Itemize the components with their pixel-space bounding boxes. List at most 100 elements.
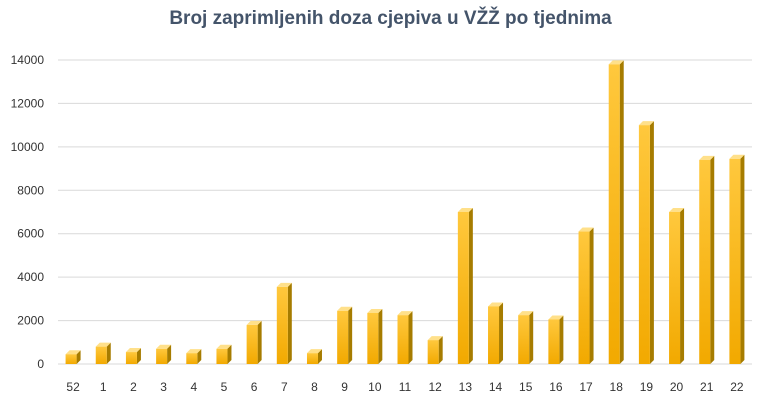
x-tick-label: 8: [311, 380, 318, 394]
bar: [669, 208, 685, 364]
bars: [65, 60, 745, 365]
bar: [65, 350, 81, 364]
bar-top: [427, 336, 443, 341]
bar-front: [548, 319, 560, 364]
bar-side: [740, 154, 745, 364]
y-tick-label: 12000: [11, 96, 45, 110]
bar-top: [125, 348, 141, 353]
bar-top: [246, 320, 262, 325]
bar: [246, 320, 262, 364]
x-tick-label: 15: [519, 380, 533, 394]
bar-side: [227, 344, 232, 364]
bar: [548, 315, 564, 364]
x-tick-label: 22: [730, 380, 744, 394]
bar: [488, 302, 504, 364]
bar-side: [257, 320, 262, 364]
bar-top: [367, 308, 383, 313]
bar-front: [156, 348, 168, 364]
chart-title: Broj zaprimljenih doza cjepiva u VŽŽ po …: [169, 8, 612, 29]
bar-top: [608, 60, 624, 65]
x-tick-label: 17: [579, 380, 593, 394]
x-tick-label: 2: [130, 380, 137, 394]
bar: [337, 306, 353, 364]
bar-front: [578, 231, 590, 364]
bar-side: [559, 315, 564, 364]
x-tick-label: 3: [160, 380, 167, 394]
bar-top: [548, 315, 564, 320]
y-tick-label: 10000: [11, 140, 45, 154]
x-tick-label: 21: [700, 380, 714, 394]
bar-side: [317, 349, 322, 364]
bar-side: [710, 155, 715, 364]
x-tick-label: 10: [368, 380, 382, 394]
bar-front: [608, 64, 620, 364]
bar-top: [638, 121, 654, 126]
bar-front: [669, 212, 681, 364]
bar-top: [578, 227, 594, 232]
x-tick-label: 11: [399, 380, 412, 394]
bar-front: [186, 353, 198, 364]
x-tick-label: 52: [66, 380, 80, 394]
bar-top: [95, 342, 111, 347]
bar-side: [106, 342, 111, 364]
x-tick-label: 14: [489, 380, 503, 394]
bar-front: [518, 315, 530, 364]
x-tick-label: 19: [640, 380, 654, 394]
bar-side: [287, 282, 292, 364]
y-tick-label: 14000: [11, 53, 45, 67]
y-tick-label: 0: [37, 357, 44, 371]
x-tick-label: 5: [221, 380, 228, 394]
y-tick-label: 4000: [17, 270, 44, 284]
bar-top: [276, 282, 292, 287]
bar-front: [65, 354, 77, 364]
bar-top: [337, 306, 353, 311]
bar-front: [457, 212, 469, 364]
x-tick-label: 18: [610, 380, 624, 394]
bar: [186, 349, 202, 364]
bar: [306, 349, 322, 364]
bar: [518, 311, 534, 364]
bar: [638, 121, 654, 365]
x-tick-label: 20: [670, 380, 684, 394]
bar-top: [216, 344, 232, 349]
bar: [156, 344, 172, 364]
bar-top: [306, 349, 322, 354]
bar-top: [397, 311, 413, 316]
x-tick-label: 1: [100, 380, 107, 394]
bar: [699, 155, 715, 364]
bar-front: [488, 306, 500, 364]
bar-front: [95, 346, 107, 364]
bar: [216, 344, 232, 364]
bar-front: [216, 348, 228, 364]
bar-top: [457, 208, 473, 212]
bar-front: [306, 353, 318, 364]
x-tick-label: 9: [341, 380, 348, 394]
bar: [578, 227, 594, 364]
bar-top: [699, 155, 715, 160]
bar-side: [167, 344, 172, 364]
bar-top: [729, 154, 745, 159]
bar-front: [276, 286, 288, 364]
bar-side: [438, 336, 443, 364]
x-axis-ticks: 52 1 2 3 4 5 6 7 8 9 10 11 12 13 14 15 16 17 18 19 20 21 22: [66, 380, 743, 394]
bar-front: [729, 158, 741, 364]
bar-top: [156, 344, 172, 349]
bar-side: [348, 306, 353, 364]
bar-front: [125, 352, 137, 364]
y-tick-label: 2000: [17, 314, 44, 328]
x-tick-label: 16: [549, 380, 563, 394]
bar-side: [649, 121, 654, 365]
bar: [95, 342, 111, 364]
bar-side: [76, 350, 81, 364]
x-tick-label: 13: [459, 380, 473, 394]
x-tick-label: 7: [281, 380, 288, 394]
bar-front: [367, 312, 379, 364]
bar-side: [529, 311, 534, 364]
y-tick-label: 6000: [17, 227, 44, 241]
bar-top: [65, 350, 81, 355]
x-tick-label: 12: [428, 380, 442, 394]
bar-front: [337, 310, 349, 364]
bar-front: [427, 340, 439, 364]
